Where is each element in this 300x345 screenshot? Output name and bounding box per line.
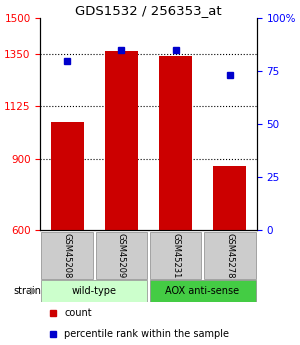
Bar: [95, 232, 147, 279]
Title: GDS1532 / 256353_at: GDS1532 / 256353_at: [75, 4, 222, 17]
Text: strain: strain: [14, 286, 41, 296]
Text: percentile rank within the sample: percentile rank within the sample: [64, 329, 229, 339]
Bar: [150, 280, 256, 302]
Text: count: count: [64, 308, 92, 318]
Text: wild-type: wild-type: [72, 286, 117, 296]
Bar: [51, 122, 84, 230]
Text: AOX anti-sense: AOX anti-sense: [166, 286, 240, 296]
Text: GSM45278: GSM45278: [225, 233, 234, 278]
Bar: [41, 232, 93, 279]
Text: GSM45209: GSM45209: [117, 233, 126, 278]
Bar: [150, 232, 202, 279]
Text: GSM45231: GSM45231: [171, 233, 180, 278]
Bar: [213, 166, 246, 230]
Bar: [159, 56, 192, 230]
Bar: [41, 280, 147, 302]
Bar: [105, 51, 138, 230]
Text: GSM45208: GSM45208: [63, 233, 72, 278]
Bar: [204, 232, 256, 279]
